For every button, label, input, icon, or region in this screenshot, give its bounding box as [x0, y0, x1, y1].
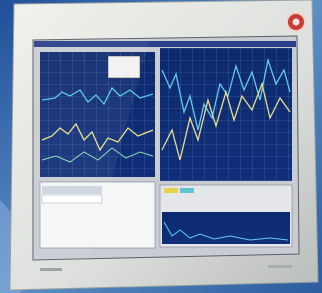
model-label	[268, 265, 292, 268]
brand-logo-center	[293, 19, 300, 26]
tab-button[interactable]	[164, 188, 178, 193]
mini-plot	[162, 212, 290, 244]
photo	[0, 0, 322, 293]
brand-label	[40, 268, 62, 271]
page	[0, 0, 322, 293]
tab-button[interactable]	[180, 188, 194, 193]
